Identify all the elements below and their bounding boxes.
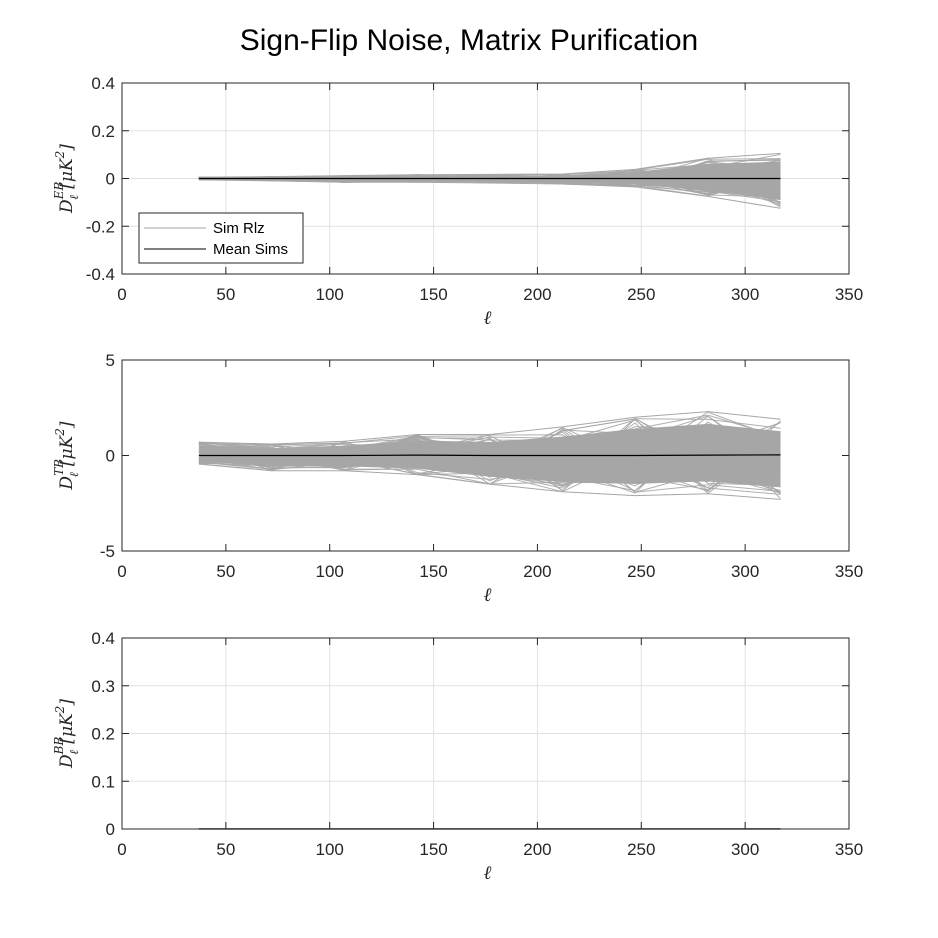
chart-panel-3: 0 50 100 150 200 250 300 350 0 0.1 0.2 0.3 0.4 ℓ DBBℓ[…	[52, 629, 863, 884]
legend: Sim Rlz Mean Sims	[138, 212, 304, 264]
x-tick-label: 150	[419, 285, 447, 304]
x-tick-label: 0	[117, 840, 126, 859]
y-tick-label: -0.2	[86, 217, 115, 236]
x-tick-label: 200	[523, 840, 551, 859]
y-axis-label: DBBℓ[μK2]	[52, 699, 81, 769]
x-tick-label: 200	[523, 562, 551, 581]
x-axis-label: ℓ	[484, 307, 492, 329]
sim-rlz-envelope-upper	[198, 152, 781, 178]
x-tick-label: 250	[627, 285, 655, 304]
y-tick-label: 0	[106, 820, 115, 839]
x-tick-label: 50	[216, 285, 235, 304]
x-tick-label: 100	[316, 562, 344, 581]
y-tick-label: -0.4	[86, 265, 115, 284]
x-tick-label: 50	[216, 840, 235, 859]
x-tick-label: 350	[835, 285, 863, 304]
x-tick-label: 250	[627, 562, 655, 581]
x-tick-label: 250	[627, 840, 655, 859]
x-tick-label: 0	[117, 285, 126, 304]
y-tick-label: 0	[106, 447, 115, 466]
x-tick-label: 50	[216, 562, 235, 581]
legend-box	[138, 212, 304, 264]
legend-entry: Mean Sims	[213, 241, 288, 258]
x-tick-label: 300	[731, 562, 759, 581]
y-tick-label: 0	[106, 170, 115, 189]
x-tick-label: 100	[316, 285, 344, 304]
y-tick-label: 0.2	[91, 725, 115, 744]
legend-entry: Sim Rlz	[213, 220, 265, 237]
sim-rlz-envelope-lower	[198, 463, 781, 500]
y-tick-label: 0.3	[91, 677, 115, 696]
x-tick-label: 200	[523, 285, 551, 304]
y-axis-label: DEBℓ[μK2]	[52, 144, 81, 214]
x-tick-label: 350	[835, 840, 863, 859]
x-tick-label: 300	[731, 285, 759, 304]
sim-rlz-envelope-lower	[198, 179, 781, 209]
y-tick-label: 0.2	[91, 122, 115, 141]
x-tick-label: 350	[835, 562, 863, 581]
x-tick-label: 100	[316, 840, 344, 859]
y-tick-label: 5	[106, 351, 115, 370]
y-tick-label: 0.4	[91, 74, 115, 93]
y-axis-label: DTBℓ[μK2]	[52, 421, 81, 491]
sim-rlz-envelope-upper	[198, 411, 781, 445]
y-tick-label: 0.4	[91, 629, 115, 648]
x-axis-label: ℓ	[484, 584, 492, 606]
chart-panel-1: 0 50 100 150 200 250 300 350 -0.4 -0.2 0 0.2 0.4 ℓ DEB…	[52, 74, 863, 329]
x-tick-label: 150	[419, 840, 447, 859]
x-tick-label: 300	[731, 840, 759, 859]
x-tick-label: 0	[117, 562, 126, 581]
x-axis-label: ℓ	[484, 862, 492, 884]
y-tick-label: 0.1	[91, 772, 115, 791]
x-tick-label: 150	[419, 562, 447, 581]
y-tick-label: -5	[100, 542, 115, 561]
sim-rlz-band	[198, 161, 781, 201]
mean-sims-line	[198, 454, 781, 457]
figure-title: Sign-Flip Noise, Matrix Purification	[239, 24, 699, 57]
